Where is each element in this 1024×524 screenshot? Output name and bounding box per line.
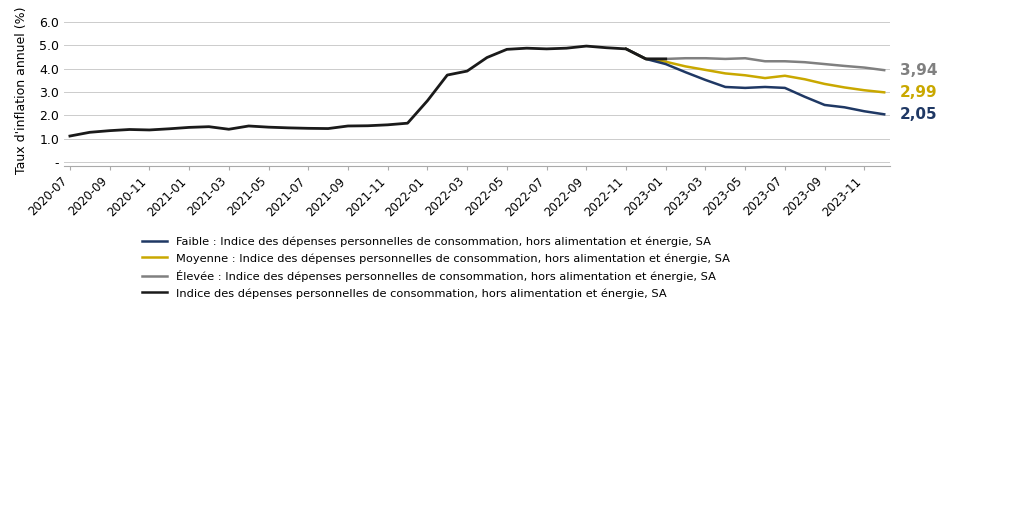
Text: 3,94: 3,94 bbox=[900, 63, 938, 78]
Text: 2,05: 2,05 bbox=[900, 107, 938, 122]
Legend: Faible : Indice des dépenses personnelles de consommation, hors alimentation et : Faible : Indice des dépenses personnelle… bbox=[137, 232, 734, 303]
Y-axis label: Taux d'inflation annuel (%): Taux d'inflation annuel (%) bbox=[15, 7, 28, 174]
Text: 2,99: 2,99 bbox=[900, 85, 938, 100]
